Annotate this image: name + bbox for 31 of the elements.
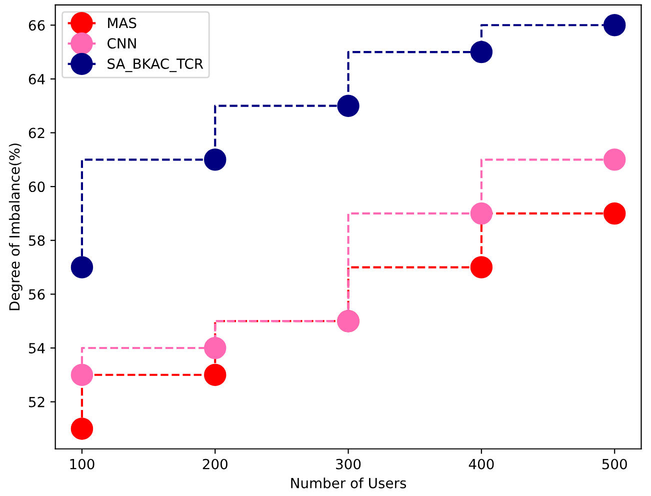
x-tick-label: 300	[336, 458, 361, 470]
point	[470, 40, 493, 64]
y-tick-label: 54	[29, 343, 45, 354]
point	[204, 364, 226, 386]
x-tick-label: 200	[202, 458, 228, 470]
point	[603, 148, 626, 171]
point	[70, 256, 94, 278]
point	[603, 14, 626, 36]
y-tick-label: 64	[28, 74, 45, 84]
point	[470, 202, 493, 225]
legend-label: MAS	[108, 18, 136, 28]
point	[603, 202, 626, 225]
point	[204, 148, 226, 171]
point	[70, 364, 94, 386]
x-tick-label: 400	[468, 458, 494, 470]
legend-label: SA_BKAC_TCR	[108, 58, 204, 72]
y-tick-label: 62	[28, 128, 44, 138]
point	[337, 94, 360, 117]
x-axis-title: Number of Users	[291, 478, 406, 488]
y-tick-label: 66	[28, 20, 45, 31]
y-tick-label: 58	[29, 235, 45, 246]
x-tick-label: 500	[602, 458, 627, 470]
y-axis-title: Degree of Imbalance(%)	[8, 144, 22, 310]
y-tick-label: 52	[29, 396, 44, 408]
point	[204, 336, 226, 360]
y-tick-label: 56	[29, 289, 45, 300]
y-tick-label: 60	[28, 182, 45, 192]
legend-label: CNN	[108, 38, 136, 49]
point	[70, 418, 94, 440]
x-tick-label: 100	[70, 458, 94, 470]
point	[470, 256, 493, 278]
